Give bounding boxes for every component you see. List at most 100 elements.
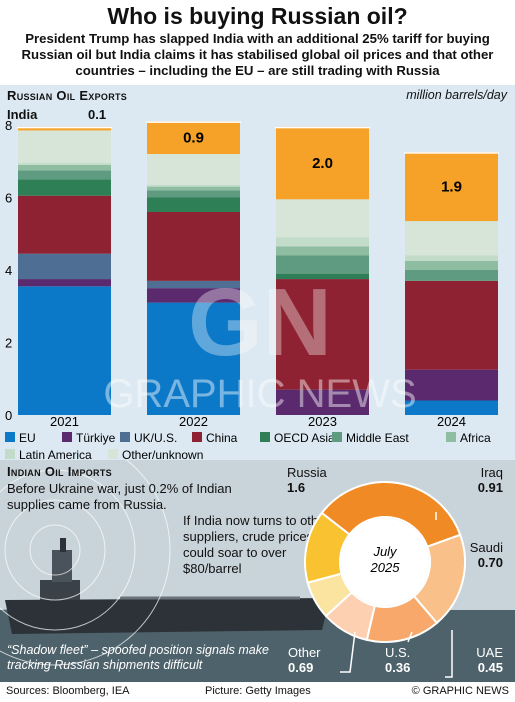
donut-center-month: July	[372, 544, 398, 559]
legend-label-t-rkiye: Türkiye	[76, 431, 116, 445]
bar-2023-t-rkiye	[276, 389, 369, 415]
legend-swatch-uk-u-s-	[120, 432, 130, 442]
bar-2022-africa	[147, 186, 240, 191]
bar-2021-africa	[18, 164, 111, 171]
bar-2021-latin-america	[18, 163, 111, 165]
india-label: India	[7, 107, 38, 122]
imports-title: Indian Oil Imports	[7, 464, 112, 479]
bar-2022-latin-america	[147, 184, 240, 187]
bar-2022-china	[147, 212, 240, 281]
bar-2021-oecd-asia	[18, 179, 111, 196]
donut-slice-other	[304, 511, 351, 584]
footer-copyright: © GRAPHIC NEWS	[411, 685, 509, 697]
data-label-india-2022: 0.9	[183, 130, 204, 147]
bar-2021-india	[18, 126, 111, 131]
y-tick-6: 6	[5, 191, 12, 206]
bar-2021-middle-east	[18, 170, 111, 180]
legend-swatch-other-unknown	[108, 449, 118, 459]
imports-donut: July 2025	[304, 481, 466, 678]
donut-layer	[304, 481, 466, 643]
bar-top-edge	[404, 152, 499, 154]
legend-swatch-africa	[446, 432, 456, 442]
bar-2023-other-unknown	[276, 199, 369, 238]
bar-2021-other-unknown	[18, 130, 111, 164]
bar-2022-oecd-asia	[147, 197, 240, 212]
bar-top-edge	[275, 126, 370, 129]
legend-layer: EU Türkiye UK/U.S. China OECD Asia Middle Eas…	[5, 431, 491, 460]
bar-2022-uk-u-s-	[147, 280, 240, 289]
donut-label-uae: UAE 0.45	[476, 645, 503, 675]
bar-2021-china	[18, 195, 111, 254]
bars-layer: 0.9 2.0 1.9	[17, 121, 499, 415]
y-tick-2: 2	[5, 336, 12, 351]
x-tick-2022: 2022	[179, 414, 208, 429]
x-tick-2024: 2024	[437, 414, 466, 429]
legend-label-africa: Africa	[460, 431, 491, 445]
imports-note-prewar: Before Ukraine war, just 0.2% of Indian …	[7, 481, 232, 512]
data-label-india-2024: 1.9	[441, 179, 462, 196]
bar-2024-africa	[405, 260, 498, 270]
x-tick-2023: 2023	[308, 414, 337, 429]
donut-hole	[341, 518, 429, 606]
bar-2023-latin-america	[276, 237, 369, 247]
legend-label-latin-america: Latin America	[19, 448, 92, 460]
donut-label-iraq: Iraq 0.91	[477, 465, 503, 495]
bar-2022-middle-east	[147, 190, 240, 198]
donut-center-year: 2025	[370, 560, 401, 575]
footer-sources: Sources: Bloomberg, IEA	[6, 685, 130, 697]
bar-2024-india	[405, 152, 498, 222]
legend-swatch-china	[192, 432, 202, 442]
bar-2021-eu	[18, 286, 111, 415]
bar-2023-india	[276, 126, 369, 200]
legend-swatch-middle-east	[332, 432, 342, 442]
bar-2024-middle-east	[405, 270, 498, 281]
donut-leaders	[340, 512, 453, 678]
bar-2023-africa	[276, 246, 369, 256]
bar-2023-oecd-asia	[276, 273, 369, 280]
legend-label-middle-east: Middle East	[346, 431, 409, 445]
bar-2022-other-unknown	[147, 154, 240, 185]
bar-2024-eu	[405, 400, 498, 415]
legend-label-other-unknown: Other/unknown	[122, 448, 203, 460]
legend-swatch-eu	[5, 432, 15, 442]
bar-2023-china	[276, 279, 369, 390]
donut-slice-russia	[320, 481, 462, 548]
legend-label-uk-u-s-: UK/U.S.	[134, 431, 177, 445]
donut-label-saudi: Saudi 0.70	[469, 540, 503, 570]
tanker-ship	[5, 538, 330, 634]
india-value-2021: 0.1	[88, 107, 107, 122]
bar-2024-latin-america	[405, 255, 498, 261]
bar-top-edge	[17, 126, 112, 129]
footer-picture-credit: Picture: Getty Images	[205, 685, 311, 697]
bar-2022-india	[147, 121, 240, 154]
bar-2024-t-rkiye	[405, 369, 498, 401]
y-tick-4: 4	[5, 263, 12, 278]
x-tick-2021: 2021	[50, 414, 79, 429]
axis-layer: 2021 2022 2023 2024 0 2 4 6 8	[5, 118, 466, 429]
legend-swatch-t-rkiye	[62, 432, 72, 442]
legend-swatch-oecd-asia	[260, 432, 270, 442]
exports-unit: million barrels/day	[406, 88, 507, 102]
bar-top-edge	[146, 121, 241, 123]
bar-2024-other-unknown	[405, 221, 498, 256]
data-label-india-2023: 2.0	[312, 155, 333, 172]
legend-label-oecd-asia: OECD Asia	[274, 431, 335, 445]
bar-2022-eu	[147, 302, 240, 415]
bar-2023-middle-east	[276, 255, 369, 274]
page-subtitle: President Trump has slapped India with a…	[21, 31, 494, 78]
y-tick-8: 8	[5, 118, 12, 133]
donut-label-other: Other 0.69	[288, 645, 321, 675]
imports-note-prices: If India now turns to other suppliers, c…	[183, 513, 330, 576]
shadow-fleet-note: “Shadow fleet” – spoofed position signal…	[7, 643, 269, 672]
bar-2021-t-rkiye	[18, 279, 111, 287]
signal-rings	[0, 460, 171, 666]
y-tick-0: 0	[5, 408, 12, 423]
legend-label-eu: EU	[19, 431, 36, 445]
legend-label-china: China	[206, 431, 238, 445]
donut-label-russia: Russia 1.6	[287, 465, 327, 495]
exports-chart: 0.9 2.0 1.9 2021 2022 2023 2024 0 2 4 6 8 EU Türkiy…	[5, 118, 499, 460]
exports-title: Russian Oil Exports	[7, 88, 128, 103]
bar-2022-t-rkiye	[147, 288, 240, 303]
donut-label-us: U.S. 0.36	[385, 645, 411, 675]
legend-swatch-latin-america	[5, 449, 15, 459]
